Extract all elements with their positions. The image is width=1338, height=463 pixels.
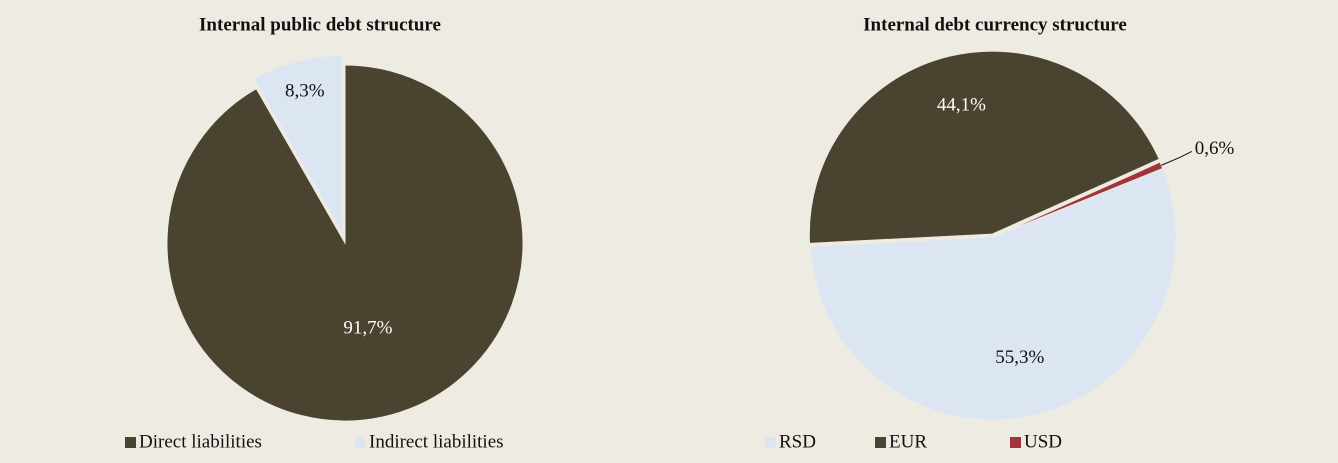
data-label: 44,1% [937,94,986,115]
legend-label: Indirect liabilities [369,431,504,452]
legend-swatch [1010,437,1021,448]
legend-label: USD [1024,431,1062,452]
pie-slice [992,161,1164,238]
pie-slice [253,54,343,236]
data-label: 0,6% [1195,138,1235,159]
pie-slice [166,64,524,422]
data-label: 55,3% [995,347,1044,368]
legend-label: EUR [889,431,927,452]
chart-title: Internal debt currency structure [863,14,1127,35]
data-label: 91,7% [343,317,392,338]
legend-label: Direct liabilities [139,431,262,452]
chart-title: Internal public debt structure [199,14,441,35]
pie-slice [808,50,1160,244]
pie-slice [809,167,1177,421]
legend-swatch [355,437,366,448]
legend-swatch [125,437,136,448]
legend-label: RSD [779,431,816,452]
legend-swatch [765,437,776,448]
leader-line [1161,150,1192,166]
legend-swatch [875,437,886,448]
data-label: 8,3% [285,81,325,102]
